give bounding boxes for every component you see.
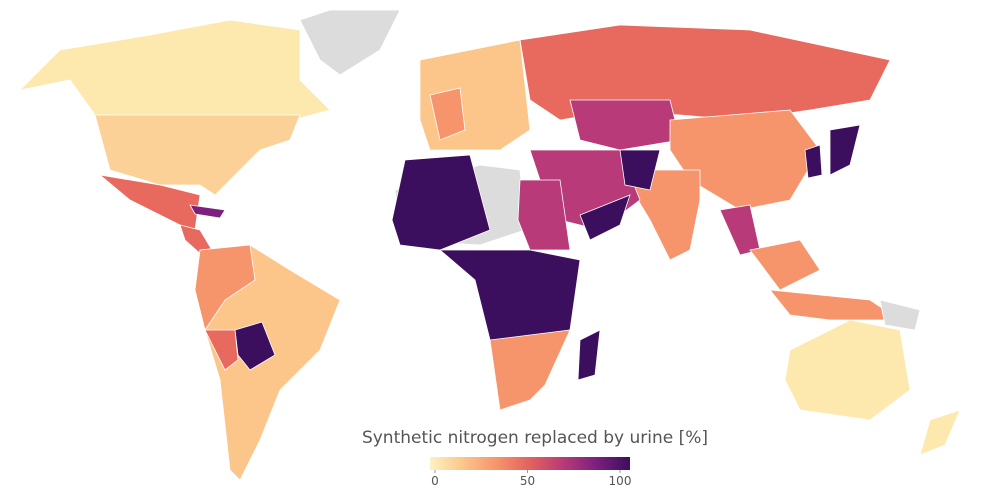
land	[18, 9, 961, 481]
tick-label: 0	[431, 474, 439, 488]
tick-label: 100	[609, 474, 632, 488]
colorbar	[430, 457, 630, 470]
legend-title: Synthetic nitrogen replaced by urine [%]	[362, 428, 708, 448]
tick-label: 50	[520, 474, 535, 488]
